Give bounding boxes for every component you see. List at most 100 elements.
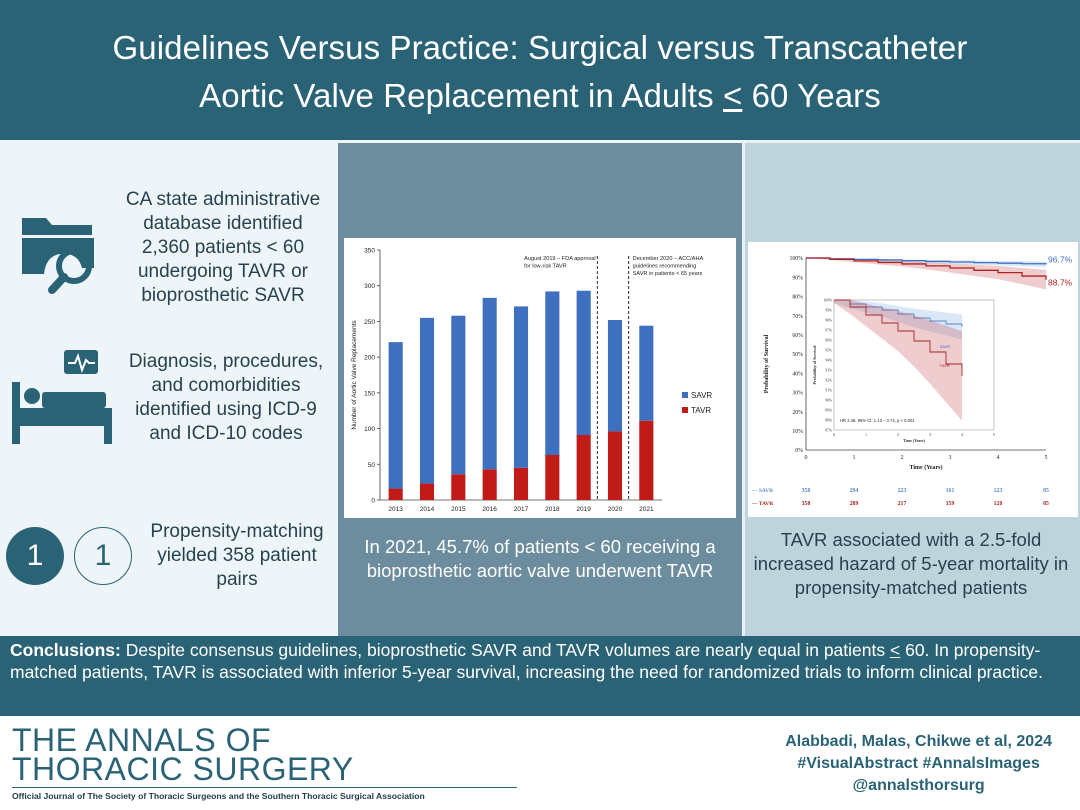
savr-bar-2019 — [576, 290, 591, 435]
volume-chart: 0 50 100 150 200 250 300 350 Number of Aortic Va… — [344, 238, 736, 518]
km-x-tick-label: 4 — [997, 455, 1000, 461]
risk-table-cell: 159 — [946, 501, 955, 507]
inset-x-tick-label: 4 — [961, 433, 963, 437]
conclusions-label: Conclusions: — [10, 640, 121, 660]
y-tick-label: 50 — [368, 462, 376, 469]
match-badge-outline: 1 — [74, 527, 132, 585]
inset-ci-band-tavr — [834, 300, 962, 421]
legend-swatch-savr — [682, 392, 688, 398]
x-tick-label: 2015 — [451, 506, 466, 513]
annotation-text: guidelines recommending — [633, 264, 697, 270]
tavr-bar-2017 — [513, 467, 529, 500]
tavr-bar-2019 — [576, 435, 591, 500]
km-y-tick-label: 20% — [792, 410, 803, 416]
inset-x-tick-label: 3 — [929, 433, 931, 437]
inset-y-tick-label: 95% — [825, 349, 832, 353]
x-tick-label: 2017 — [514, 506, 529, 513]
methods-panel: CA state administrative database identif… — [0, 140, 338, 636]
km-y-tick-label: 10% — [792, 429, 803, 435]
km-y-tick-label: 30% — [792, 391, 803, 397]
savr-bar-2020 — [607, 320, 623, 432]
matching-item: 1 1 Propensity-matching yielded 358 pati… — [6, 520, 334, 592]
tavr-bar-2016 — [482, 469, 497, 500]
km-y-tick-label: 100% — [789, 256, 803, 262]
kaplan-meier-chart: 0%10%20%30%40%50%60%70%80%90%100%0 1 2 3 4 5T… — [751, 254, 1073, 507]
risk-table-cell: 123 — [994, 488, 1003, 494]
risk-table-cell: 85 — [1043, 501, 1049, 507]
km-x-tick-label: 2 — [901, 455, 904, 461]
km-x-axis-label: Time (Years) — [909, 464, 942, 471]
journal-subtitle: Official Journal of The Society of Thora… — [12, 791, 425, 801]
risk-table-label: — TAVR — [751, 501, 774, 507]
inset-x-tick-label: 0 — [833, 433, 835, 437]
risk-table-cell: 223 — [898, 488, 907, 494]
km-y-tick-label: 40% — [792, 371, 803, 377]
footer: THE ANNALS OF THORACIC SURGERY Official … — [0, 716, 1080, 810]
journal-name-line-1: THE ANNALS OF — [12, 722, 271, 758]
tavr-bar-2020 — [607, 431, 623, 500]
km-x-tick-label: 0 — [805, 455, 808, 461]
savr-bar-2021 — [639, 325, 654, 421]
conclusions-box: Conclusions: Despite consensus guideline… — [0, 636, 1080, 716]
journal-rule — [12, 787, 517, 788]
inset-curve-savr — [834, 299, 963, 327]
km-x-tick-label: 3 — [949, 455, 952, 461]
risk-table-cell: 289 — [850, 501, 859, 507]
tavr-bar-2018 — [545, 455, 560, 500]
km-y-axis-label: Probability of Survival — [764, 334, 770, 393]
x-tick-label: 2020 — [608, 506, 623, 513]
tavr-bar-2014 — [419, 483, 435, 500]
y-tick-label: 300 — [364, 283, 375, 290]
folder-search-icon — [22, 218, 94, 294]
risk-table-cell: 161 — [946, 488, 955, 494]
y-tick-label: 0 — [371, 498, 375, 505]
y-tick-label: 350 — [364, 248, 375, 255]
journal-name-line-2: THORACIC SURGERY — [12, 751, 354, 787]
y-tick-label: 200 — [364, 355, 375, 362]
database-text: CA state administrative database identif… — [125, 189, 321, 306]
inset-y-tick-label: 88% — [825, 419, 832, 423]
authors: Alabbadi, Malas, Chikwe et al, 2024 — [785, 733, 1052, 750]
inset-y-tick-label: 93% — [825, 369, 832, 373]
km-y-tick-label: 60% — [792, 333, 803, 339]
conclusions-symbol: < — [889, 640, 901, 660]
km-curve-tavr — [806, 257, 1047, 280]
x-tick-label: 2018 — [545, 506, 560, 513]
savr-bar-2013 — [388, 342, 403, 489]
risk-table-cell: 358 — [802, 488, 811, 494]
tavr-bar-2015 — [451, 474, 466, 500]
km-x-tick-label: 1 — [853, 455, 856, 461]
inset-y-tick-label: 100% — [824, 299, 832, 303]
title-line-2-suffix: 60 Years — [742, 77, 881, 114]
conclusions-text-2: 60. In propensity-matched patients, TAVR… — [10, 640, 1043, 682]
annotation-text: SAVR in patients < 65 years — [633, 271, 703, 277]
hashtags: #VisualAbstract #AnnalsImages — [797, 755, 1040, 772]
x-tick-label: 2019 — [576, 506, 591, 513]
x-tick-label: 2016 — [482, 506, 497, 513]
volume-caption: In 2021, 45.7% of patients < 60 receivin… — [364, 536, 716, 581]
y-tick-label: 100 — [364, 426, 375, 433]
km-ci-band-tavr — [806, 258, 1046, 290]
inset-y-tick-label: 96% — [825, 339, 832, 343]
coding-text: Diagnosis, procedures, and comorbidities… — [128, 351, 324, 444]
hospital-bed-heart-monitor-icon — [12, 350, 112, 444]
km-end-label-savr: 96.7% — [1048, 254, 1073, 264]
annotation-text: for low-risk TAVR — [524, 264, 567, 270]
km-end-label-tavr: 88.7% — [1048, 278, 1073, 288]
savr-bar-2018 — [545, 291, 560, 455]
inset-y-tick-label: 97% — [825, 329, 832, 333]
risk-table-cell: 358 — [802, 501, 811, 507]
inset-y-tick-label: 92% — [825, 379, 832, 383]
inset-savr-label: SAVR — [940, 344, 951, 349]
inset-y-tick-label: 87% — [825, 429, 832, 433]
savr-bar-2015 — [451, 315, 466, 475]
km-x-tick-label: 5 — [1045, 455, 1048, 461]
savr-bar-2014 — [419, 317, 435, 484]
inset-y-tick-label: 94% — [825, 359, 832, 363]
inset-tavr-label: TAVR — [940, 363, 950, 368]
risk-table-cell: 120 — [994, 501, 1003, 507]
inset-y-tick-label: 91% — [825, 389, 832, 393]
match-badge-filled: 1 — [6, 527, 64, 585]
y-axis-label: Number of Aortic Valve Replacements — [351, 320, 358, 430]
inset-x-axis-label: Time (Years) — [903, 438, 926, 443]
